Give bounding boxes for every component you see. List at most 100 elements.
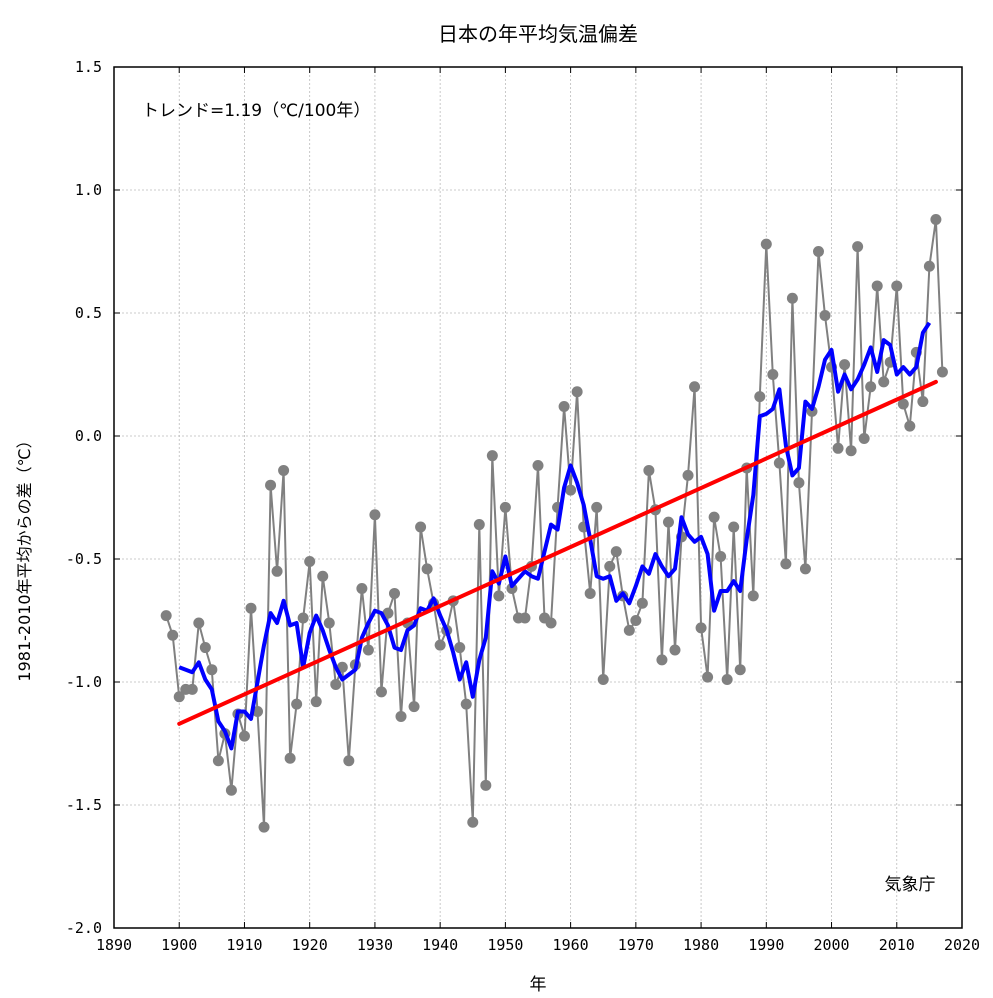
- annual-point: [265, 479, 277, 491]
- y-axis-label: 1981-2010年平均からの差（℃）: [15, 432, 34, 681]
- x-tick-label: 1890: [96, 936, 132, 954]
- x-tick-label: 2020: [944, 936, 980, 954]
- x-tick-label: 1980: [683, 936, 719, 954]
- y-tick-label: -2.0: [66, 919, 102, 937]
- annual-point: [839, 359, 851, 371]
- annual-point: [173, 691, 185, 703]
- annual-point: [891, 280, 903, 292]
- annual-point: [865, 381, 877, 393]
- y-tick-label: 0.5: [75, 304, 102, 322]
- annual-point: [604, 560, 616, 572]
- annual-point: [369, 509, 381, 521]
- annual-point: [662, 516, 674, 528]
- annual-point: [454, 642, 466, 654]
- annual-point: [852, 241, 864, 253]
- annual-point: [519, 612, 531, 624]
- x-tick-label: 1920: [292, 936, 328, 954]
- annual-point: [682, 469, 694, 481]
- annual-point: [434, 639, 446, 651]
- annual-point: [532, 460, 544, 472]
- annual-point: [558, 400, 570, 412]
- annual-point: [473, 519, 485, 531]
- annual-point: [656, 654, 668, 666]
- annual-point: [297, 612, 309, 624]
- annual-point: [499, 501, 511, 513]
- annual-point: [571, 386, 583, 398]
- annual-point: [780, 558, 792, 570]
- annual-point: [238, 730, 250, 742]
- x-tick-label: 1990: [748, 936, 784, 954]
- annual-point: [186, 683, 198, 695]
- credit-label: 気象庁: [885, 875, 936, 895]
- annual-point: [408, 701, 420, 713]
- annual-point: [584, 587, 596, 599]
- annual-point: [597, 674, 609, 686]
- y-tick-label: 0.0: [75, 427, 102, 445]
- x-tick-label: 1940: [422, 936, 458, 954]
- annual-point: [356, 583, 368, 595]
- annual-point: [258, 821, 270, 833]
- annual-point: [689, 381, 701, 393]
- annual-point: [923, 260, 935, 272]
- annual-point: [467, 816, 479, 828]
- chart-title: 日本の年平均気温偏差: [438, 22, 638, 46]
- annual-point: [415, 521, 427, 533]
- annual-point: [271, 565, 283, 577]
- x-axis-label: 年: [530, 975, 547, 995]
- annual-point: [695, 622, 707, 634]
- x-tick-label: 2010: [879, 936, 915, 954]
- trend-annotation: トレンド=1.19（℃/100年）: [142, 101, 370, 121]
- annual-point: [317, 570, 329, 582]
- annual-point: [878, 376, 890, 388]
- annual-point: [812, 246, 824, 257]
- annual-point: [421, 563, 433, 575]
- annual-point: [486, 450, 498, 462]
- annual-point: [728, 521, 740, 533]
- annual-point: [623, 624, 635, 636]
- annual-point: [897, 398, 909, 410]
- x-tick-label: 1930: [357, 936, 393, 954]
- annual-line: [165, 218, 944, 829]
- x-tick-label: 1900: [161, 936, 197, 954]
- annual-point: [930, 214, 942, 226]
- annual-point: [375, 686, 387, 698]
- annual-point: [786, 292, 798, 304]
- annual-point: [460, 698, 472, 710]
- annual-point: [936, 366, 948, 378]
- annual-point: [212, 755, 224, 767]
- y-tick-label: -0.5: [66, 550, 102, 568]
- annual-point: [871, 280, 883, 292]
- y-tick-label: -1.5: [66, 796, 102, 814]
- annual-point: [278, 464, 290, 476]
- y-tick-label: 1.0: [75, 181, 102, 199]
- annual-point: [715, 551, 727, 563]
- annual-point: [545, 617, 557, 629]
- y-tick-label: -1.0: [66, 673, 102, 691]
- annual-point: [565, 484, 577, 496]
- x-tick-label: 1960: [553, 936, 589, 954]
- annual-point: [702, 671, 714, 683]
- annual-point: [336, 661, 348, 673]
- annual-point: [388, 587, 400, 599]
- annual-point: [845, 445, 857, 457]
- annual-point: [819, 309, 831, 321]
- annual-point: [721, 674, 733, 686]
- annual-point: [799, 563, 811, 575]
- annual-point: [493, 590, 505, 602]
- annual-point: [362, 644, 374, 656]
- x-tick-label: 1910: [226, 936, 262, 954]
- grid-layer: [114, 67, 962, 928]
- trend-line: [177, 379, 938, 726]
- annual-point: [480, 779, 492, 791]
- annual-point: [754, 391, 766, 403]
- annual-point: [767, 369, 779, 380]
- annual-point: [904, 420, 916, 432]
- annual-point: [591, 501, 603, 513]
- x-tick-label: 1970: [618, 936, 654, 954]
- annual-point: [643, 464, 655, 476]
- annual-point: [747, 590, 759, 602]
- annual-point: [734, 664, 746, 676]
- annual-point: [760, 238, 772, 250]
